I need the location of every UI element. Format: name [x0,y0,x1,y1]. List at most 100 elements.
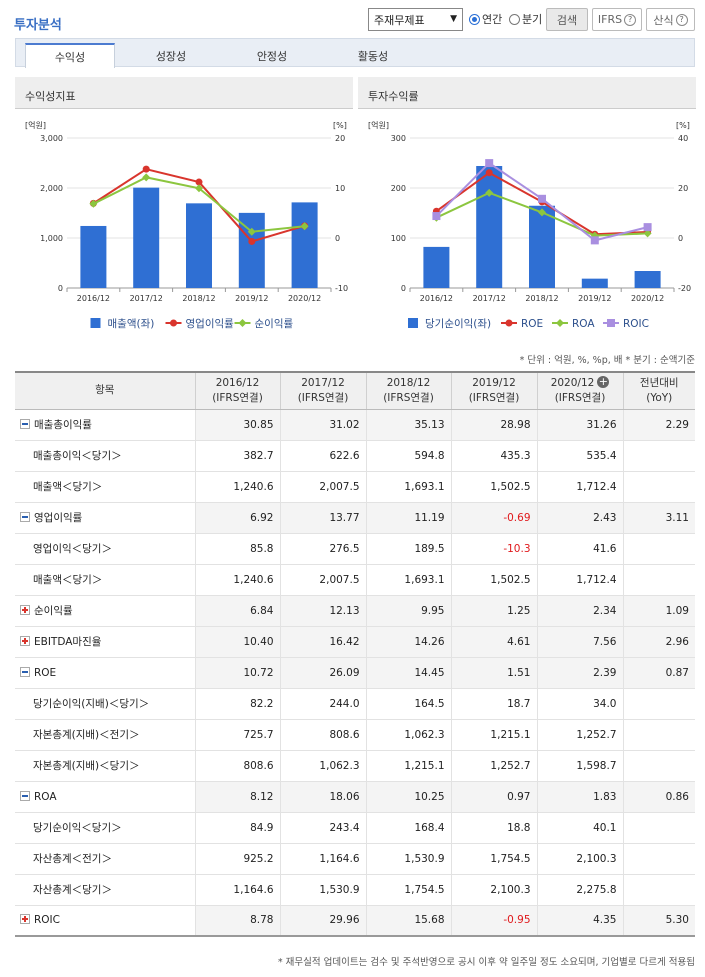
bar [529,205,555,288]
radio-quarter[interactable]: 분기 [509,11,542,27]
value-cell: 10.40 [195,626,281,658]
yoy-cell [623,812,695,844]
right-tick-label: 10 [335,184,345,193]
right-tick-label: 20 [335,134,345,143]
chevron-down-icon: ▼ [450,14,457,24]
point [538,194,546,203]
left-axis-unit: [억원] [25,120,46,130]
left-axis-unit: [억원] [368,120,389,130]
table-row: ROE 10.72 26.09 14.45 1.51 2.39 0.87 [15,657,695,689]
collapse-icon[interactable] [20,512,30,522]
x-tick-label: 2020/12 [631,294,664,303]
table-row: 자본총계(지배)＜당기＞ 808.6 1,062.3 1,215.1 1,252.7 1,… [15,750,695,782]
expand-icon[interactable] [20,605,30,615]
row-label-cell[interactable]: ROA [15,781,196,813]
value-cell: 10.72 [195,657,281,689]
collapse-icon[interactable] [20,666,30,677]
formula-help-button[interactable]: 산식 ? [646,8,695,31]
header-item: 항목 [15,371,196,410]
collapse-icon[interactable] [20,790,30,801]
row-label-cell[interactable]: 순이익률 [15,595,196,627]
legend-marker [607,319,615,327]
yoy-cell [623,874,695,906]
row-label-cell[interactable]: 영업이익률 [15,502,196,534]
panel-title-investment-return: 투자수익률 [358,77,696,109]
value-cell: 11.19 [366,502,452,534]
value-cell: 2,007.5 [280,471,367,503]
value-cell: 276.5 [280,533,367,565]
profitability-chart-svg: 3,000 20 2,000 10 1,000 0 0 -10 [억원] [%] 2016/12 20… [25,120,348,330]
right-axis-unit: [%] [676,121,690,130]
row-label: 매출액＜당기＞ [33,574,103,586]
row-label: ROA [34,790,57,803]
header-basis: (IFRS연결) [468,391,520,404]
value-cell: 1,164.6 [280,843,367,875]
row-label: EBITDA마진율 [34,636,102,648]
value-cell: 1,754.5 [366,874,452,906]
search-button[interactable]: 검색 [546,8,588,31]
add-column-icon[interactable]: + [597,374,610,388]
tab-activity[interactable]: 활동성 [357,49,389,63]
value-cell: 2,100.3 [451,874,538,906]
row-label-cell: 자산총계＜전기＞ [15,843,196,875]
legend-marker [170,319,177,327]
report-type-select[interactable]: 주재무제표 ▼ [368,8,463,31]
yoy-cell: 3.11 [623,502,695,534]
radio-annual[interactable]: 연간 [469,11,502,27]
table-row: ROIC 8.78 29.96 15.68 -0.95 4.35 5.30 [15,905,695,937]
row-label-cell[interactable]: ROE [15,657,196,689]
table-header-row: 항목 2016/12 (IFRS연결) 2017/12 (IFRS연결) 2018/… [15,371,695,410]
header-2019: 2019/12 (IFRS연결) [451,371,538,410]
unit-note: * 단위 : 억원, %, %p, 배 * 분기 : 순액기준 [519,355,695,366]
tab-growth[interactable]: 성장성 [155,49,187,63]
row-label: 순이익률 [34,605,73,617]
value-cell: -10.3 [451,533,538,565]
bar [133,187,160,288]
value-cell: 1,693.1 [366,564,452,596]
tab-stability[interactable]: 안정성 [256,49,288,63]
footnote: * 재무실적 업데이트는 검수 및 주석반영으로 공시 이후 약 일주일 정도 … [277,957,695,968]
value-cell: 0.97 [451,781,538,813]
yoy-cell: 2.96 [623,626,695,658]
row-label-cell[interactable]: 매출총이익률 [15,409,196,441]
right-tick-label: 0 [678,234,683,243]
expand-icon[interactable] [20,636,30,646]
value-cell: 1,502.5 [451,564,538,596]
value-cell: 1,712.4 [537,471,624,503]
row-label-cell[interactable]: ROIC [15,905,196,937]
yoy-cell [623,440,695,472]
bar [423,246,450,288]
analysis-tabs: 수익성 성장성 안정성 활동성 [15,38,695,68]
table-row: 매출총이익＜당기＞ 382.7 622.6 594.8 435.3 535.4 [15,440,695,472]
left-tick-label: 300 [391,134,406,143]
ifrs-help-button[interactable]: IFRS ? [592,8,642,31]
tab-profitability[interactable]: 수익성 [25,43,115,68]
table-row: 영업이익률 6.92 13.77 11.19 -0.69 2.43 3.11 [15,502,695,534]
yoy-cell [623,471,695,503]
value-cell: 2,100.3 [537,843,624,875]
formula-label: 산식 [653,13,674,27]
value-cell: 1,252.7 [451,750,538,782]
value-cell: 1,062.3 [280,750,367,782]
value-cell: -0.95 [451,905,538,937]
value-cell: 1,598.7 [537,750,624,782]
expand-icon[interactable] [20,914,30,925]
header-label: (YoY) [646,391,673,404]
point [432,212,441,221]
value-cell: 382.7 [195,440,281,472]
header-period: 2016/12 [215,376,260,389]
row-label: 당기순이익(지배)＜당기＞ [33,698,150,710]
value-cell: 1,502.5 [451,471,538,503]
value-cell: 1,693.1 [366,471,452,503]
row-label-cell[interactable]: EBITDA마진율 [15,626,196,658]
value-cell: 31.26 [537,409,624,441]
table-row: 자본총계(지배)＜전기＞ 725.7 808.6 1,062.3 1,215.1 1,25… [15,719,695,751]
row-label-cell: 매출액＜당기＞ [15,471,196,503]
x-tick-label: 2018/12 [182,294,215,303]
right-tick-label: -10 [335,284,348,293]
row-label: 영업이익률 [34,512,83,524]
row-label-cell: 자산총계＜당기＞ [15,874,196,906]
header-basis: (IFRS연결) [297,391,349,404]
header-basis: (IFRS연결) [554,391,606,404]
collapse-icon[interactable] [20,419,30,429]
